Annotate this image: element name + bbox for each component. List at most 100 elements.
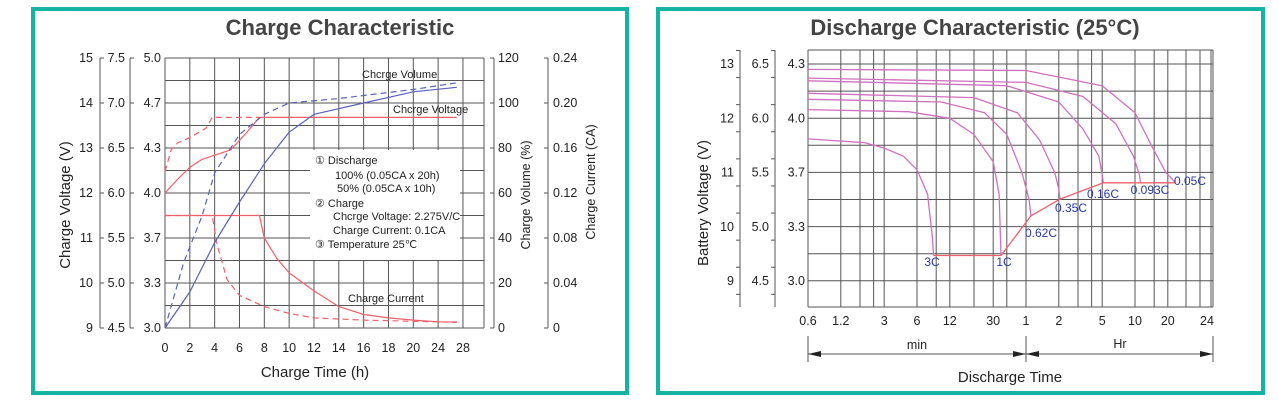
y-tick-label: 4.7 [144,96,161,110]
discharge-curve-0_35C [807,92,1061,200]
y-tick-label: 12 [79,186,93,200]
discharge-curve-3C [807,138,935,256]
y-tick-label: 15 [79,51,93,65]
x-tick-label: 20 [406,341,420,355]
charge-volume-axis-label: Charge Volume (%) [519,140,533,249]
y-tick-label: 0.12 [553,186,577,200]
y-tick-label: 0.04 [553,276,577,290]
legend-line: 50% (0.05CA x 10h) [337,183,435,195]
cutoff-voltage-line [933,182,1175,257]
x-tick-label: 3 [881,314,888,328]
legend-line: ① Discharge [315,155,377,167]
min-label: min [907,338,927,352]
y-tick-label: 120 [498,51,519,65]
x-tick-label: 18 [382,341,396,355]
legend-line: Charge Current: 0.1CA [333,225,446,237]
y-tick-label: 4.0 [144,186,161,200]
series-charge-voltage-100- [164,116,457,194]
y-tick-label: 0 [498,321,505,335]
legend-line: 100% (0.05CA x 20h) [335,170,440,182]
series-charge-volume-50- [164,82,457,329]
discharge-x-axis-label: Discharge Time [958,369,1062,386]
y-tick-label: 3.3 [788,220,805,234]
y-tick-label: 5.5 [108,231,125,245]
x-tick-label: 1.2 [832,314,849,328]
x-tick-label: 16 [357,341,371,355]
y-tick-label: 40 [498,231,512,245]
y-tick-label: 3.7 [144,231,161,245]
discharge-curve-0_05C [807,68,1176,184]
x-tick-label: 10 [282,341,296,355]
y-tick-label: 11 [721,166,734,180]
y-tick-label: 7.0 [108,96,125,110]
discharge-grid [807,49,1214,308]
x-tick-label: 20 [1161,314,1175,328]
series-charge-voltage-50- [164,116,260,172]
y-tick-label: 6.0 [108,186,125,200]
arrowhead-icon [1026,351,1039,357]
y-tick-label: 3.7 [788,166,805,180]
rate-label: 1C [996,255,1012,269]
series-charge-volume-100- [164,86,457,329]
x-tick-label: 10 [1128,314,1142,328]
y-tick-label: 6.5 [752,57,769,71]
x-tick-label: 0 [162,341,169,355]
x-tick-label: 14 [332,341,346,355]
rate-label: 0.093C [1131,183,1170,197]
y-tick-label: 5.0 [144,51,161,65]
legend-line: ② Charge [315,198,364,210]
discharge-curve-0_62C [807,98,1032,216]
x-tick-label: 2 [1055,314,1062,328]
y-tick-label: 9 [727,274,734,288]
y-tick-label: 3.0 [788,274,805,288]
charge-current-axis-label: Charge Current (CA) [584,124,598,239]
arrowhead-icon [1013,351,1026,357]
y-tick-label: 20 [498,276,512,290]
y-tick-label: 4.3 [788,57,805,71]
discharge-characteristic-panel [656,7,1265,395]
y-tick-label: 3.3 [144,276,161,290]
y-tick-label: 100 [498,96,519,110]
charge-legend: ① Discharge 100% (0.05CA x 20h)50% (0.05C… [315,155,460,251]
x-tick-label: 24 [431,341,445,355]
charge-curves [164,82,457,329]
y-tick-label: 60 [498,186,512,200]
y-tick-label: 10 [79,276,93,290]
y-tick-label: 3.0 [144,321,161,335]
y-tick-label: 4.5 [752,274,769,288]
series-charge-current-100- [165,214,457,323]
y-tick-label: 12 [720,111,734,125]
label-charge-voltage: Chcrge Voltage [393,104,468,116]
y-tick-label: 0 [553,321,560,335]
rate-label: 3C [924,255,940,269]
discharge-curve-0_16C [807,80,1104,183]
y-tick-label: 9 [86,321,93,335]
y-tick-label: 0.16 [553,141,577,155]
x-tick-label: 12 [943,314,957,328]
y-tick-label: 6.5 [108,141,125,155]
charge-chart-title: Charge Characteristic [226,15,455,40]
rate-label: 0.05C [1174,174,1206,188]
y-tick-label: 0.20 [553,96,577,110]
x-tick-label: 0.6 [799,314,816,328]
y-tick-label: 4.5 [108,321,125,335]
label-charge-current: Charge Current [348,293,424,305]
discharge-curve-0_093C [807,77,1142,183]
rate-label: 0.35C [1055,201,1087,215]
y-tick-label: 5.5 [752,166,769,180]
rate-label: 0.62C [1025,226,1057,240]
label-charge-volume: Chcrge Volume [362,69,437,81]
arrowhead-icon [808,351,821,357]
y-tick-label: 4.3 [144,141,161,155]
arrowhead-icon [1200,351,1213,357]
charge-y-axis-label: Charge Voltage (V) [57,141,74,269]
y-tick-label: 7.5 [108,51,125,65]
x-tick-label: 5 [1099,314,1106,328]
y-tick-label: 5.0 [108,276,125,290]
discharge-curve-1C [807,108,1002,256]
discharge-chart-title: Discharge Characteristic (25°C) [810,15,1139,40]
charge-axes: 0 2 4 6 8 10 12 14 16 18 20 24 2815141312111097.57.0… [79,51,577,355]
x-tick-label: 6 [236,341,243,355]
y-tick-label: 11 [80,231,93,245]
